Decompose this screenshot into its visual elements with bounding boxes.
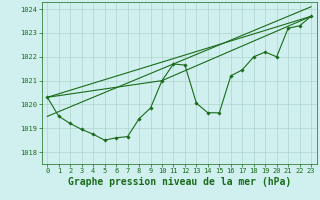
X-axis label: Graphe pression niveau de la mer (hPa): Graphe pression niveau de la mer (hPa) xyxy=(68,177,291,187)
